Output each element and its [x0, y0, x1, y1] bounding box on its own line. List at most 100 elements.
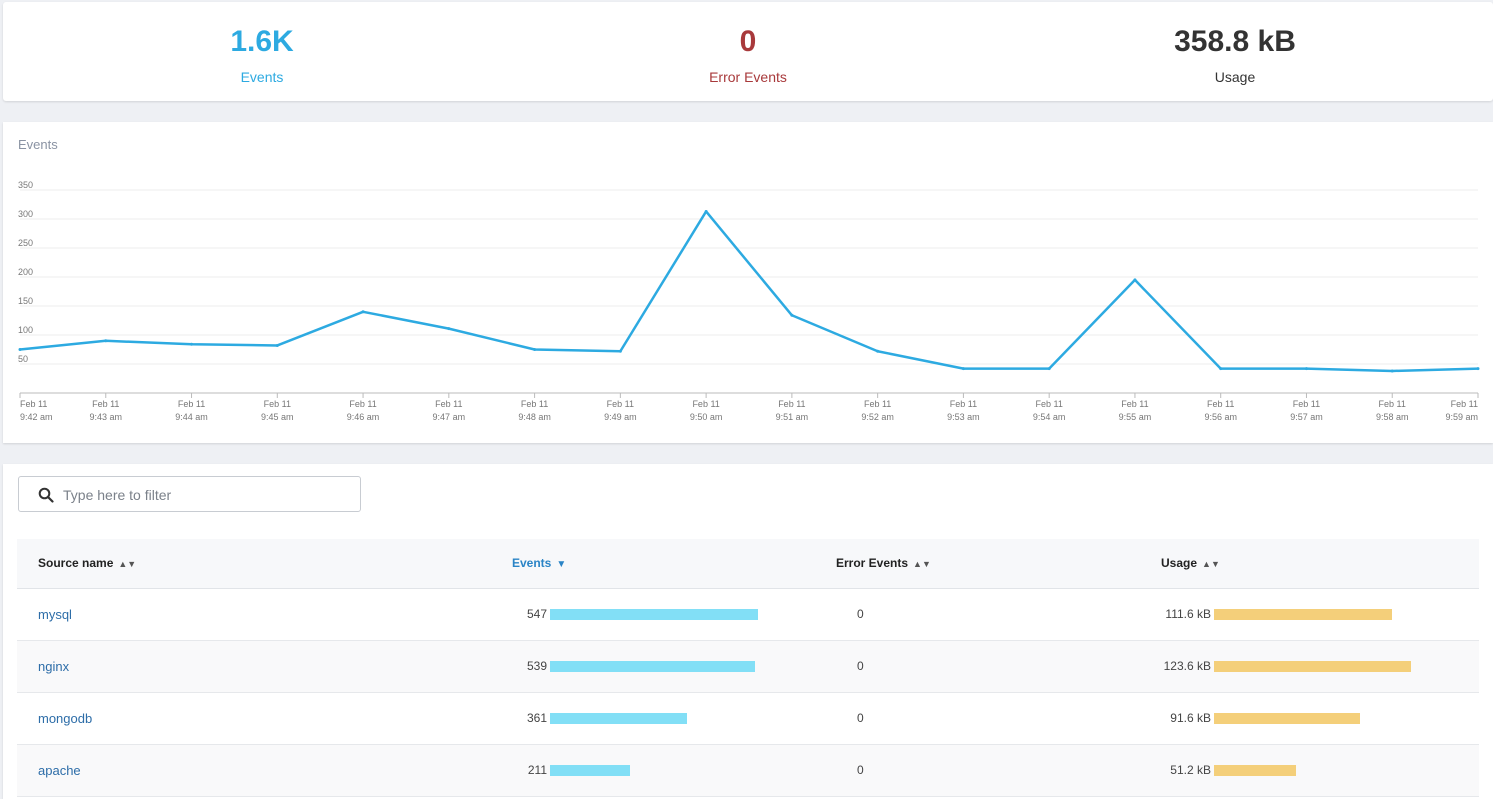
x-tick-label: Feb 11	[1121, 399, 1148, 409]
filter-box[interactable]	[18, 476, 361, 512]
y-tick-label: 200	[18, 267, 33, 277]
x-tick-label: Feb 11	[178, 399, 205, 409]
summary-panel: 1.6K Events 0 Error Events 358.8 kB Usag…	[3, 2, 1493, 101]
x-tick-label: 9:45 am	[261, 412, 294, 422]
sources-panel: Source name ▲▼ Events ▼ Error Events ▲▼ Usa…	[3, 464, 1493, 799]
x-tick-label: Feb 11	[1379, 399, 1406, 409]
data-point	[961, 367, 965, 371]
error-events-value: 0	[857, 711, 864, 725]
filter-input[interactable]	[63, 483, 353, 507]
error-events-count: 0	[739, 25, 757, 58]
data-point	[533, 348, 537, 351]
events-bar	[550, 609, 758, 620]
data-point	[361, 310, 365, 314]
source-name-link[interactable]: nginx	[38, 659, 70, 674]
x-tick-label: Feb 11	[864, 399, 891, 409]
column-header-events[interactable]: Events ▼	[512, 556, 566, 570]
data-point	[1133, 278, 1137, 282]
events-value: 539	[526, 659, 547, 673]
column-label: Events	[512, 556, 552, 570]
sort-desc-icon: ▼	[556, 559, 567, 570]
x-tick-label: Feb 11	[1035, 399, 1062, 409]
data-point	[1219, 367, 1223, 371]
x-tick-label: 9:51 am	[776, 412, 809, 422]
x-tick-label: 9:42 am	[20, 412, 53, 422]
x-tick-label: Feb 11	[778, 399, 805, 409]
events-value: 547	[526, 607, 547, 621]
y-tick-label: 350	[18, 180, 33, 190]
error-events-value: 0	[857, 763, 864, 777]
x-tick-label: Feb 11	[1293, 399, 1320, 409]
x-tick-label: Feb 11	[950, 399, 977, 409]
events-bar	[550, 661, 755, 672]
usage-value: 111.6 kB	[1165, 607, 1211, 621]
x-tick-label: 9:46 am	[347, 412, 380, 422]
events-value: 361	[526, 711, 547, 725]
events-line-chart: 50 100 150 200 250 300 350 Feb 11 9:42 am Feb 11 9…	[18, 180, 1480, 422]
y-tick-label: 250	[18, 238, 33, 248]
usage-value: 91.6 kB	[1170, 711, 1211, 725]
data-point	[618, 349, 622, 353]
x-tick-label: Feb 11	[20, 399, 47, 409]
data-point	[1304, 367, 1308, 371]
search-icon	[38, 487, 54, 503]
x-tick-label: Feb 11	[92, 399, 119, 409]
usage-value: 51.2 kB	[1170, 763, 1211, 777]
x-tick-label: 9:50 am	[690, 412, 723, 422]
error-events-value: 0	[857, 659, 864, 673]
x-tick-label: Feb 11	[607, 399, 634, 409]
x-tick-label: Feb 11	[349, 399, 376, 409]
x-tick-label: 9:56 am	[1204, 412, 1237, 422]
table-row[interactable]: mongodb 361 0 91.6 kB	[17, 693, 1479, 745]
column-header-usage[interactable]: Usage ▲▼	[1161, 556, 1220, 570]
x-tick-label: 9:47 am	[433, 412, 466, 422]
usage-bar	[1214, 661, 1411, 672]
data-point	[790, 313, 794, 317]
data-point	[190, 342, 194, 346]
x-tick-label: 9:52 am	[861, 412, 894, 422]
table-row[interactable]: mysql 547 0 111.6 kB	[17, 589, 1479, 641]
x-tick-label: 9:54 am	[1033, 412, 1066, 422]
source-name-link[interactable]: mongodb	[38, 711, 93, 726]
column-header-error-events[interactable]: Error Events ▲▼	[836, 556, 931, 570]
events-chart-panel: Events 50 100 150 200 250 300 350 Feb 11 9:42 am…	[3, 122, 1493, 443]
events-bar	[550, 713, 687, 724]
usage-value: 123.6 kB	[1163, 659, 1211, 673]
x-tick-label: 9:58 am	[1376, 412, 1409, 422]
x-tick-label: Feb 11	[1207, 399, 1234, 409]
data-point	[1476, 367, 1480, 371]
y-tick-label: 100	[18, 325, 33, 335]
x-tick-label: 9:48 am	[518, 412, 551, 422]
data-point	[1047, 367, 1051, 371]
events-stat: 1.6K Events	[62, 2, 462, 86]
sort-both-icon: ▲▼	[1202, 559, 1220, 569]
column-header-source-name[interactable]: Source name ▲▼	[38, 556, 136, 570]
table-row[interactable]: apache 211 0 51.2 kB	[17, 745, 1479, 797]
x-tick-label: 9:55 am	[1119, 412, 1152, 422]
sort-both-icon: ▲▼	[913, 559, 931, 569]
sort-both-icon: ▲▼	[118, 559, 137, 569]
source-name-link[interactable]: apache	[38, 763, 81, 778]
x-tick-label: Feb 11	[1451, 399, 1478, 409]
x-tick-label: 9:53 am	[947, 412, 980, 422]
usage-bar	[1214, 609, 1392, 620]
y-tick-label: 300	[18, 209, 33, 219]
chart-title: Events	[18, 137, 58, 152]
y-tick-label: 50	[18, 354, 28, 364]
sources-table: Source name ▲▼ Events ▼ Error Events ▲▼ Usa…	[17, 539, 1479, 797]
usage-stat: 358.8 kB Usage	[1035, 2, 1435, 86]
error-events-value: 0	[857, 607, 864, 621]
table-row[interactable]: nginx 539 0 123.6 kB	[17, 641, 1479, 693]
usage-label: Usage	[1214, 69, 1256, 85]
usage-bar	[1214, 713, 1360, 724]
data-point	[275, 343, 279, 347]
events-series-line	[19, 210, 1479, 373]
table-body: mysql 547 0 111.6 kB nginx 539 0 123.6 kB mongod…	[17, 589, 1479, 797]
source-name-link[interactable]: mysql	[38, 607, 72, 622]
events-label: Events	[240, 69, 284, 85]
events-bar	[550, 765, 630, 776]
error-events-stat: 0 Error Events	[548, 2, 948, 86]
usage-amount: 358.8 kB	[1174, 25, 1296, 58]
column-label: Error Events	[836, 556, 909, 570]
column-label: Source name	[38, 556, 114, 570]
